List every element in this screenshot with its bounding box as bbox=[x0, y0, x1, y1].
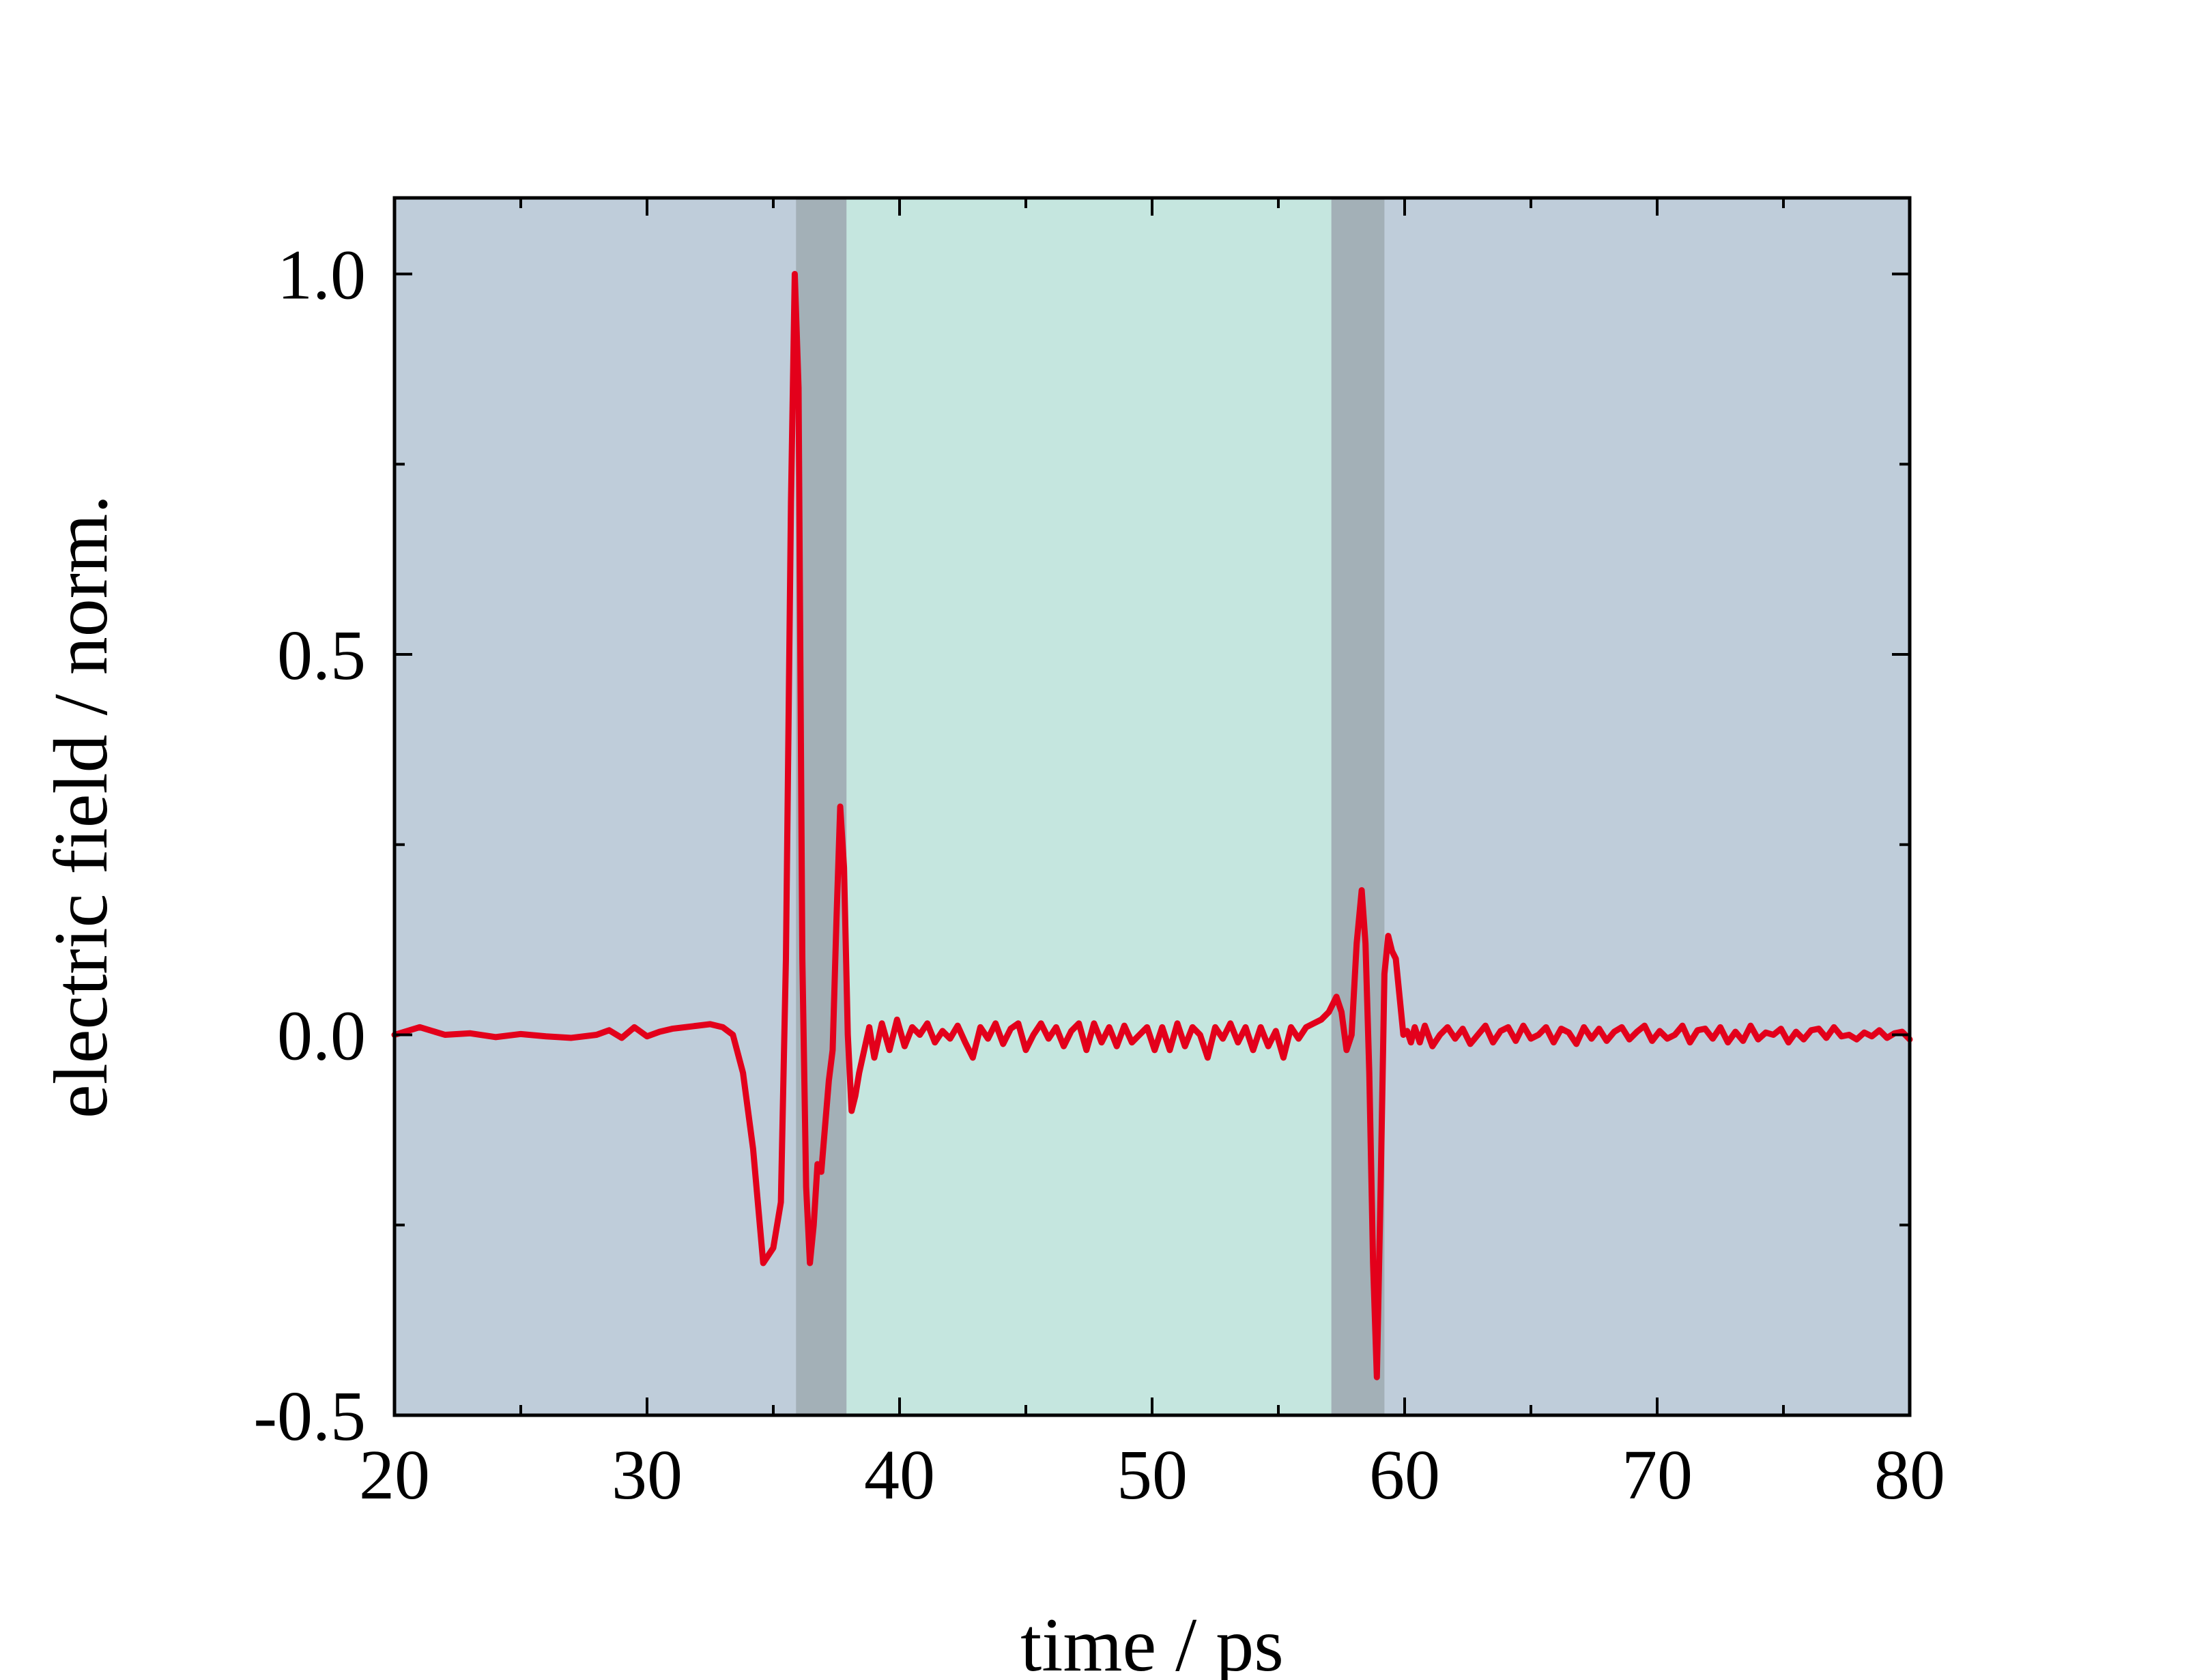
x-tick-label: 40 bbox=[864, 1436, 935, 1514]
y-tick-label: 1.0 bbox=[277, 236, 366, 315]
y-tick-label: -0.5 bbox=[253, 1377, 366, 1455]
series-layer bbox=[391, 271, 1913, 1380]
region-2 bbox=[1331, 198, 1385, 1415]
x-tick-label: 80 bbox=[1874, 1436, 1945, 1514]
series-line-0 bbox=[391, 271, 1913, 1380]
x-tick-label: 30 bbox=[612, 1436, 683, 1514]
x-tick-label: 60 bbox=[1369, 1436, 1440, 1514]
x-tick-label: 50 bbox=[1117, 1436, 1188, 1514]
region-1 bbox=[846, 198, 1332, 1415]
x-tick-label: 70 bbox=[1622, 1436, 1693, 1514]
x-tick-label: 20 bbox=[359, 1436, 430, 1514]
shaded-regions bbox=[796, 198, 1385, 1415]
axis-ticks bbox=[393, 198, 1911, 1417]
x-tick-labels: 20 30 40 50 60 70 80 bbox=[359, 1436, 1945, 1514]
y-tick-labels: -0.5 0.0 0.5 1.0 bbox=[253, 236, 366, 1456]
x-axis-title: time / ps bbox=[1020, 1603, 1284, 1680]
y-tick-label: 0.0 bbox=[277, 997, 366, 1075]
y-axis-title: electric field / norm. bbox=[39, 495, 124, 1118]
y-tick-label: 0.5 bbox=[277, 616, 366, 695]
